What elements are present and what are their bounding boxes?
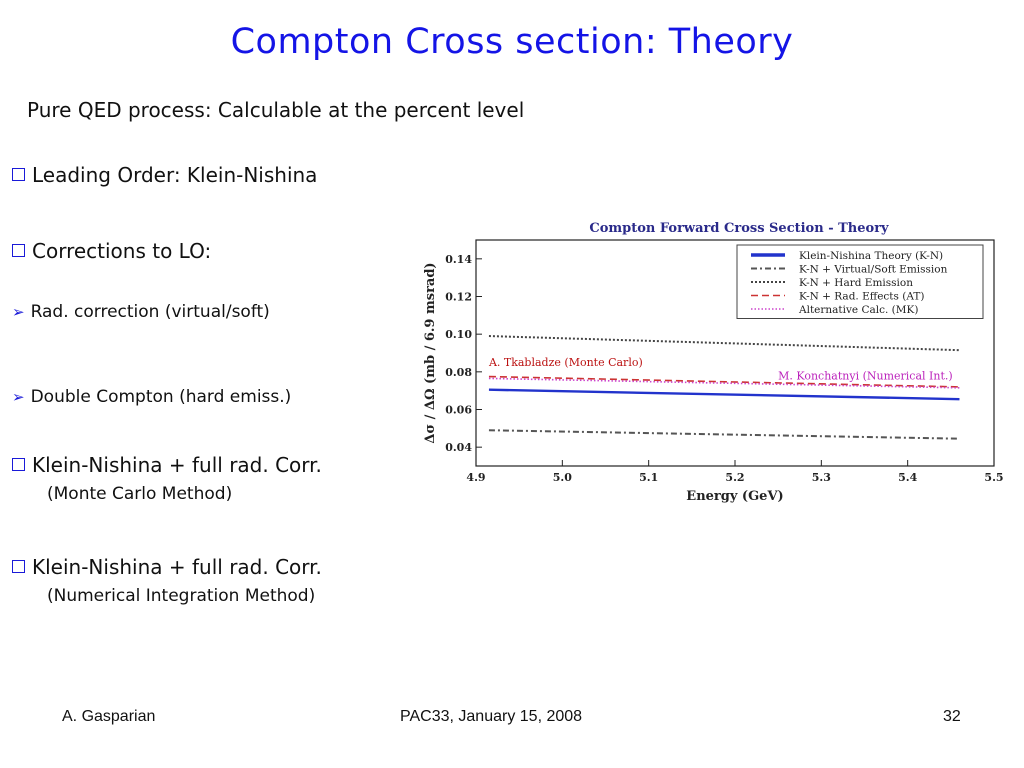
slide-subtitle: Pure QED process: Calculable at the perc…	[27, 98, 525, 122]
bullet-text: Klein-Nishina + full rad. Corr.	[32, 555, 322, 579]
bullet-text: Klein-Nishina + full rad. Corr.	[32, 453, 322, 477]
series-line-1	[488, 429, 960, 440]
checkbox-bullet-icon	[12, 458, 25, 471]
bullet-leading-order: Leading Order: Klein-Nishina	[12, 163, 317, 187]
footer-author: A. Gasparian	[62, 708, 156, 725]
chart-title: Compton Forward Cross Section - Theory	[589, 221, 889, 236]
bullet-corrections: Corrections to LO:	[12, 239, 211, 263]
footer-page-number: 32	[943, 708, 961, 725]
y-tick-label: 0.08	[445, 366, 472, 379]
y-axis-label: Δσ / ΔΩ (mb / 6.9 msrad)	[423, 262, 438, 443]
series-line-3	[488, 375, 960, 388]
bullet-text: Corrections to LO:	[32, 239, 212, 263]
footer-event: PAC33, January 15, 2008	[400, 708, 583, 725]
bullet-kn-mc-method: (Monte Carlo Method)	[47, 484, 233, 504]
y-tick-label: 0.12	[445, 291, 472, 304]
legend-entry: Alternative Calc. (MK)	[798, 304, 918, 316]
legend-entry: K-N + Rad. Effects (AT)	[799, 291, 924, 303]
arrow-bullet-icon: ➢	[12, 388, 25, 406]
sub-bullet-double-compton: ➢ Double Compton (hard emiss.)	[12, 387, 291, 407]
sub-bullet-rad-correction: ➢ Rad. correction (virtual/soft)	[12, 302, 270, 322]
series-line-0	[488, 388, 960, 401]
bullet-text: Rad. correction (virtual/soft)	[30, 302, 270, 322]
checkbox-bullet-icon	[12, 560, 25, 573]
compton-cross-section-chart: Compton Forward Cross Section - Theory 0…	[423, 221, 1004, 504]
x-tick-label: 4.9	[466, 471, 485, 484]
x-tick-label: 5.0	[553, 471, 572, 484]
chart-annotation: M. Konchatnyi (Numerical Int.)	[778, 369, 953, 382]
bullet-kn-num-method: (Numerical Integration Method)	[47, 586, 316, 606]
checkbox-bullet-icon	[12, 168, 25, 181]
legend-entry: Klein-Nishina Theory (K-N)	[799, 250, 943, 262]
bullet-text: Leading Order: Klein-Nishina	[32, 163, 318, 187]
chart-annotation: A. Tkabladze (Monte Carlo)	[488, 356, 643, 369]
y-tick-label: 0.14	[445, 253, 472, 266]
x-tick-label: 5.1	[639, 471, 658, 484]
x-tick-label: 5.3	[812, 471, 831, 484]
y-tick-label: 0.04	[445, 441, 472, 454]
arrow-bullet-icon: ➢	[12, 303, 25, 321]
legend-entry: K-N + Hard Emission	[799, 277, 913, 289]
slide-title: Compton Cross section: Theory	[230, 22, 794, 62]
bullet-kn-mc: Klein-Nishina + full rad. Corr.	[12, 453, 322, 477]
bullet-text: Double Compton (hard emiss.)	[30, 387, 292, 407]
x-tick-label: 5.4	[898, 471, 917, 484]
x-tick-label: 5.2	[725, 471, 744, 484]
legend-entry: K-N + Virtual/Soft Emission	[799, 264, 948, 276]
bullet-kn-num: Klein-Nishina + full rad. Corr.	[12, 555, 322, 579]
legend-box	[736, 244, 984, 319]
checkbox-bullet-icon	[12, 244, 25, 257]
series-line-2	[488, 335, 960, 352]
x-axis-label: Energy (GeV)	[686, 489, 783, 504]
series-line-4	[488, 377, 960, 389]
y-tick-label: 0.10	[445, 328, 472, 341]
y-tick-label: 0.06	[445, 404, 472, 417]
chart-container: Compton Forward Cross Section - Theory 0…	[414, 212, 1014, 512]
x-tick-label: 5.5	[984, 471, 1003, 484]
